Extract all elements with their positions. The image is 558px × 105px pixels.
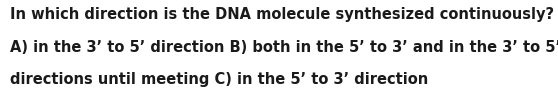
Text: In which direction is the DNA molecule synthesized continuously?: In which direction is the DNA molecule s… (10, 7, 554, 22)
Text: A) in the 3’ to 5’ direction B) both in the 5’ to 3’ and in the 3’ to 5’: A) in the 3’ to 5’ direction B) both in … (10, 40, 558, 55)
Text: directions until meeting C) in the 5’ to 3’ direction: directions until meeting C) in the 5’ to… (10, 72, 429, 87)
